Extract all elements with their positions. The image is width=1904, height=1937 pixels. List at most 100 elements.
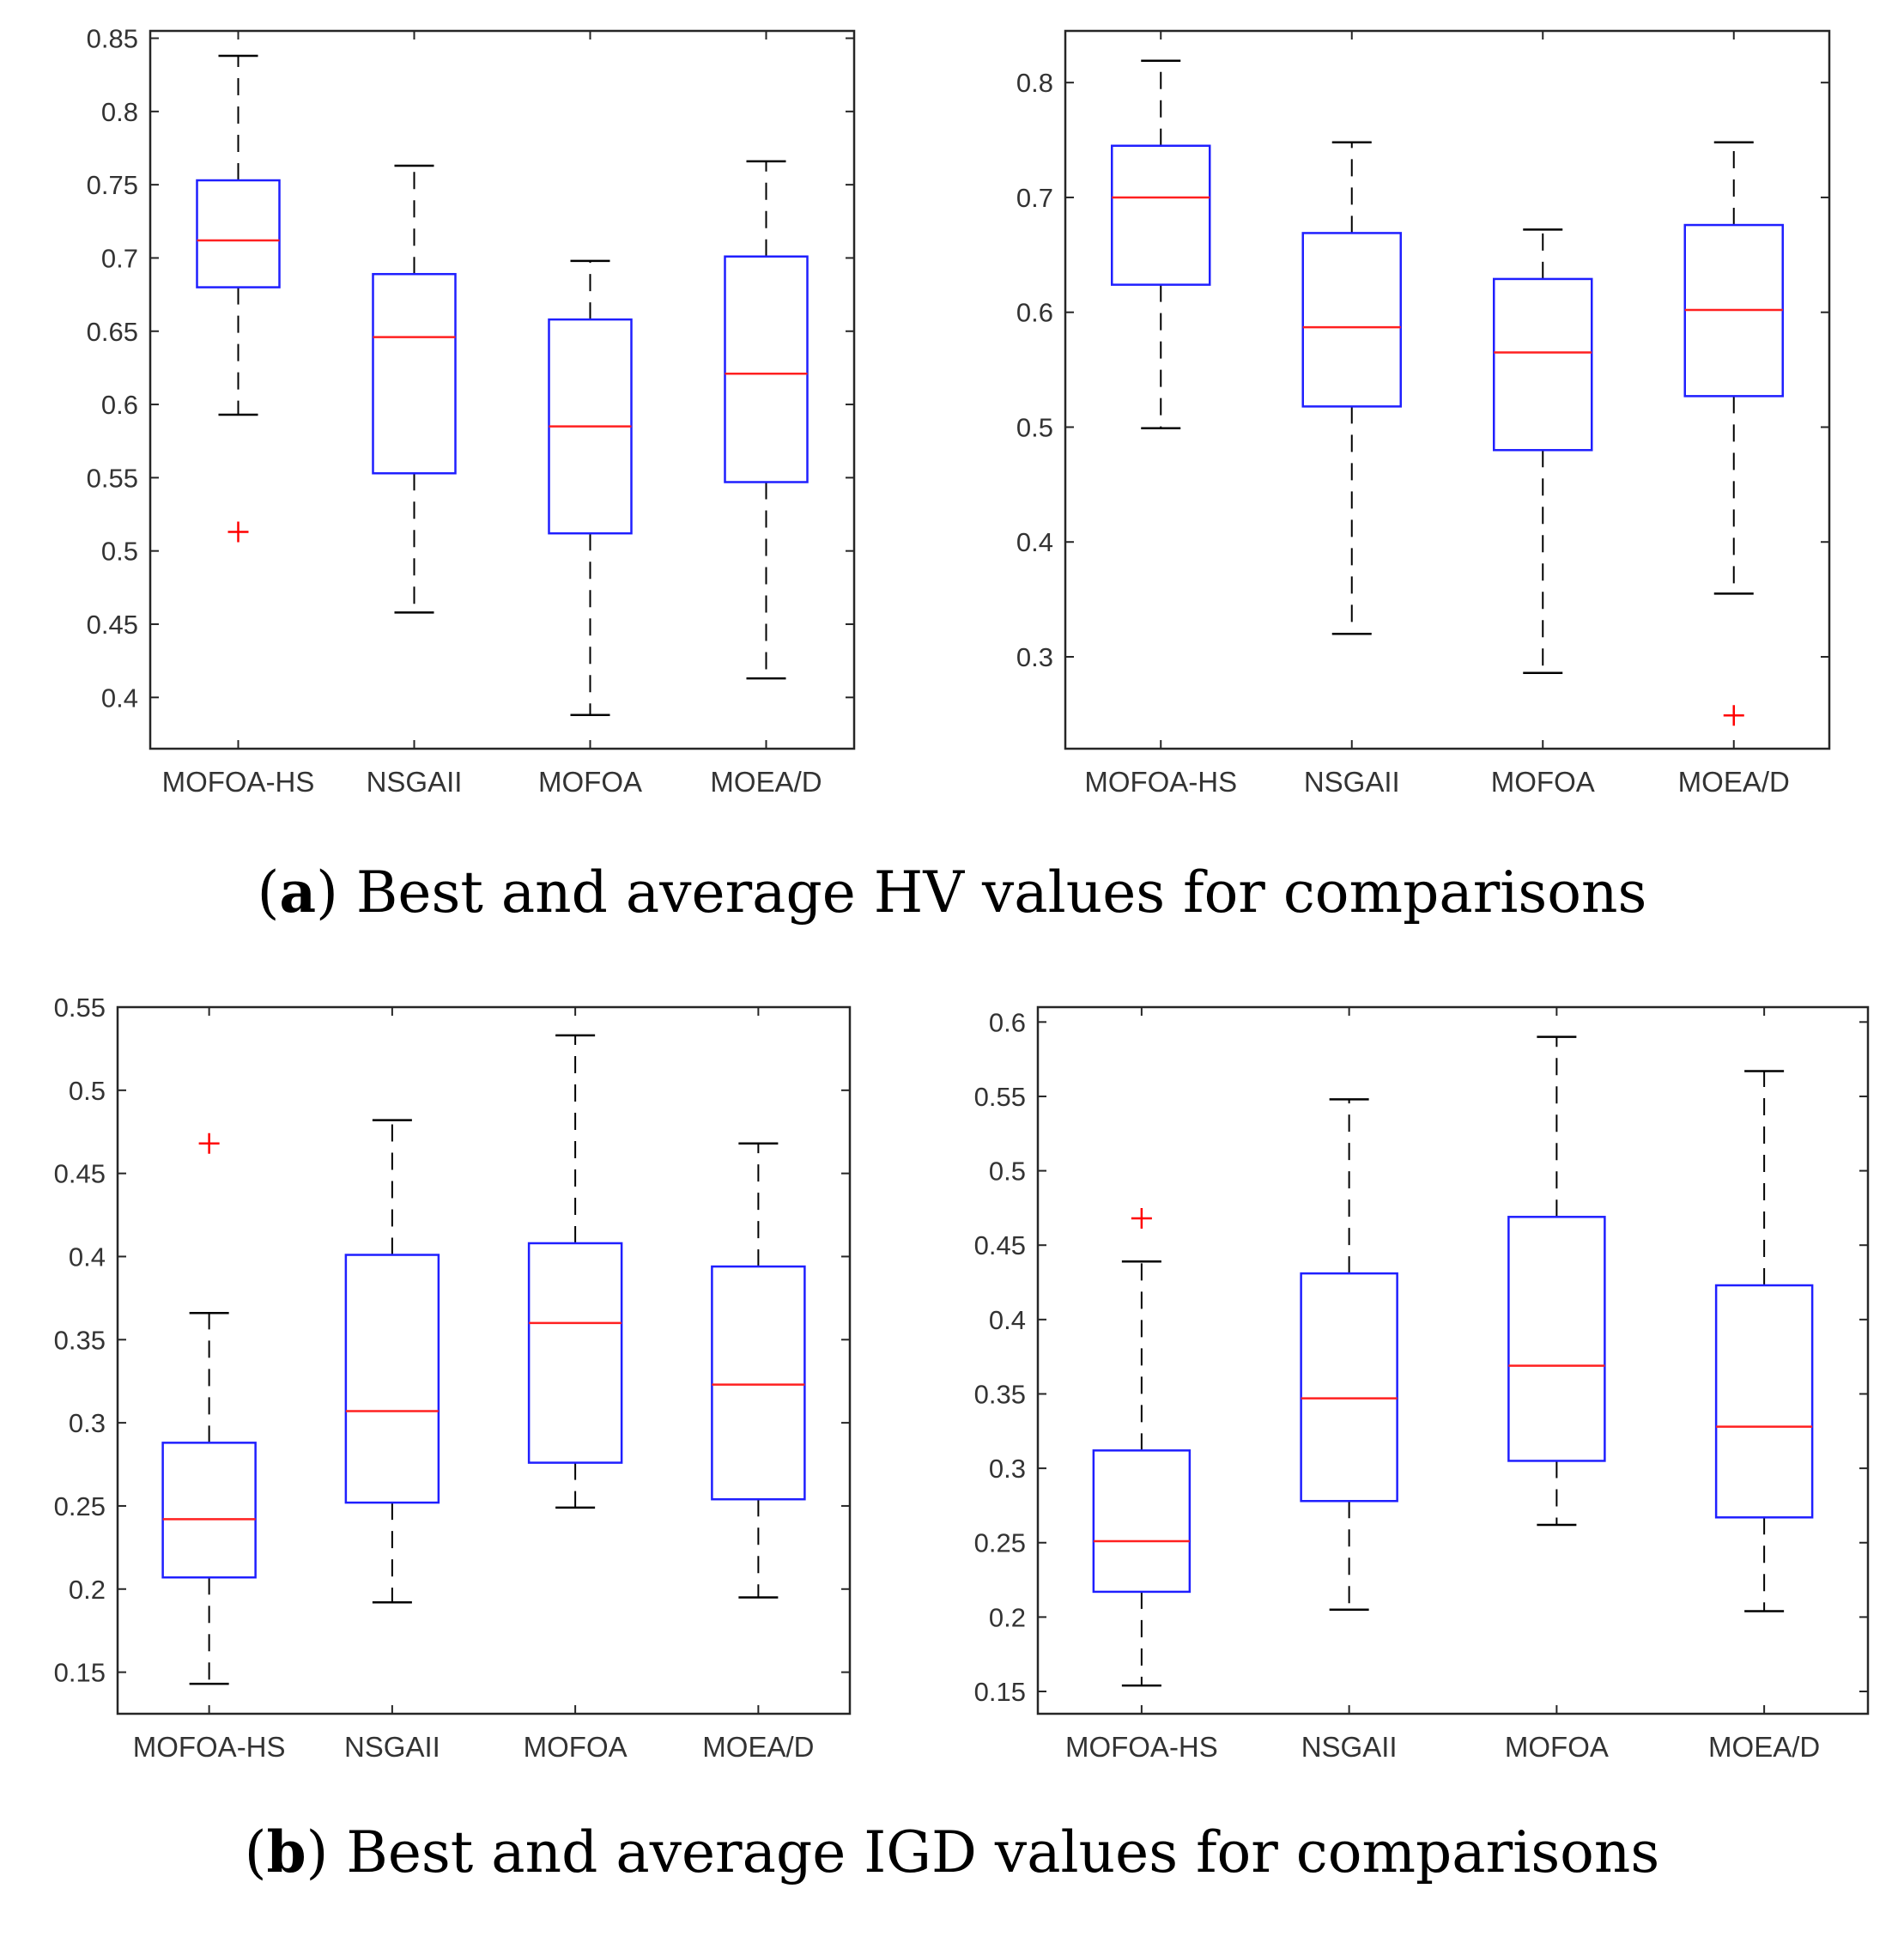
- box-nsgaii: [1300, 1098, 1398, 1611]
- iqr-box: [1714, 1284, 1814, 1519]
- chart-hv-best: 0.4 0.45 0.5 0.55 0.6 0.65 0.7 0.75 0.8 0.85 MOFOA…: [87, 24, 856, 798]
- x-tick-label: MOEA/D: [702, 1731, 814, 1763]
- y-tick-label: 0.85: [87, 24, 138, 54]
- y-tick-label: 0.45: [974, 1230, 1026, 1260]
- x-tick-label: MOFOA: [524, 1731, 628, 1763]
- x-tick-label: MOEA/D: [1678, 766, 1790, 798]
- y-tick-label: 0.55: [87, 463, 138, 493]
- y-tick-label: 0.5: [69, 1076, 106, 1106]
- chart-hv-average: 0.3 0.4 0.5 0.6 0.7 0.8 MOFOA-HS NSGAII MOFOA MOE…: [1016, 29, 1831, 798]
- iqr-box: [1111, 144, 1211, 286]
- iqr-box: [724, 255, 809, 483]
- iqr-box: [372, 272, 457, 475]
- y-tick-label: 0.2: [69, 1575, 106, 1605]
- box-mofoa: [548, 259, 633, 717]
- x-tick-label: NSGAII: [367, 766, 463, 798]
- box-mofoa: [1493, 228, 1593, 674]
- y-tick-label: 0.4: [101, 683, 138, 713]
- y-tick-label: 0.75: [87, 170, 138, 200]
- box-mofoa-hs: [1111, 59, 1211, 430]
- box-mofoa: [527, 1034, 623, 1509]
- x-tick-label: NSGAII: [1304, 766, 1400, 798]
- y-tick-label: 0.35: [54, 1325, 106, 1355]
- box-moea-d: [1714, 1070, 1814, 1612]
- plot-frame: [116, 1005, 852, 1715]
- x-tick-label: MOFOA: [1505, 1731, 1609, 1763]
- y-tick-label: 0.7: [1016, 183, 1053, 213]
- x-tick-label: MOEA/D: [1708, 1731, 1820, 1763]
- box-nsgaii: [344, 1119, 440, 1604]
- y-tick-label: 0.25: [974, 1528, 1026, 1558]
- iqr-box: [344, 1254, 440, 1504]
- y-tick-label: 0.5: [1016, 412, 1053, 442]
- y-tick-label: 0.7: [101, 243, 138, 273]
- iqr-box: [1493, 277, 1593, 452]
- box-moea-d: [711, 1142, 806, 1599]
- outlier-marker: [198, 1132, 220, 1154]
- x-tick-label: NSGAII: [1301, 1731, 1398, 1763]
- x-tick-label: MOFOA-HS: [162, 766, 315, 798]
- box-mofoa-hs: [196, 54, 281, 543]
- y-tick-label: 0.15: [974, 1677, 1026, 1707]
- iqr-box: [527, 1242, 623, 1464]
- y-tick-label: 0.4: [69, 1242, 106, 1272]
- y-tick-label: 0.35: [974, 1379, 1026, 1409]
- x-tick-label: MOEA/D: [710, 766, 822, 798]
- iqr-box: [161, 1442, 257, 1579]
- y-tick-label: 0.45: [87, 610, 138, 640]
- y-tick-label: 0.4: [1016, 527, 1053, 557]
- y-tick-label: 0.5: [101, 537, 138, 567]
- y-tick-label: 0.4: [989, 1305, 1026, 1335]
- y-tick-label: 0.6: [101, 390, 138, 420]
- box-moea-d: [1683, 141, 1784, 726]
- chart-igd-best: 0.15 0.2 0.25 0.3 0.35 0.4 0.45 0.5 0.55 MOFOA-HS…: [54, 993, 852, 1763]
- caption-b: (b) Best and average IGD values for comp…: [244, 1819, 1660, 1885]
- iqr-box: [1507, 1216, 1606, 1462]
- y-tick-label: 0.15: [54, 1658, 106, 1688]
- y-tick-label: 0.55: [54, 993, 106, 1023]
- box-nsgaii: [1301, 141, 1402, 635]
- caption-a-letter: a: [279, 859, 317, 926]
- y-tick-label: 0.3: [1016, 642, 1053, 672]
- caption-a: (a) Best and average HV values for compa…: [257, 859, 1647, 926]
- y-tick-label: 0.45: [54, 1159, 106, 1189]
- x-tick-label: MOFOA: [1491, 766, 1595, 798]
- chart-igd-average: 0.15 0.2 0.25 0.3 0.35 0.4 0.45 0.5 0.55 0.6 MOFOA…: [974, 1005, 1870, 1763]
- x-tick-label: MOFOA: [538, 766, 642, 798]
- x-tick-label: MOFOA-HS: [1084, 766, 1237, 798]
- y-tick-label: 0.65: [87, 317, 138, 347]
- y-tick-label: 0.8: [101, 97, 138, 127]
- plot-frame: [1036, 1005, 1870, 1715]
- x-tick-label: MOFOA-HS: [1065, 1731, 1218, 1763]
- iqr-box: [711, 1265, 806, 1501]
- x-tick-label: MOFOA-HS: [133, 1731, 286, 1763]
- iqr-box: [1092, 1449, 1192, 1594]
- y-tick-label: 0.3: [989, 1454, 1026, 1484]
- y-tick-label: 0.6: [1016, 298, 1053, 328]
- outlier-marker: [227, 521, 249, 543]
- box-mofoa-hs: [1092, 1208, 1192, 1687]
- y-tick-label: 0.55: [974, 1082, 1026, 1112]
- iqr-box: [1300, 1272, 1398, 1503]
- y-tick-label: 0.8: [1016, 68, 1053, 98]
- caption-b-text: Best and average IGD values for comparis…: [328, 1819, 1660, 1885]
- plot-frame: [1064, 29, 1831, 750]
- iqr-box: [1301, 232, 1402, 408]
- y-tick-label: 0.5: [989, 1157, 1026, 1187]
- caption-a-text: Best and average HV values for compariso…: [337, 859, 1647, 926]
- outlier-marker: [1723, 705, 1744, 726]
- y-tick-label: 0.25: [54, 1491, 106, 1521]
- y-tick-label: 0.6: [989, 1007, 1026, 1037]
- iqr-box: [196, 179, 281, 288]
- box-moea-d: [724, 160, 809, 680]
- plot-frame: [149, 29, 856, 750]
- y-tick-label: 0.2: [989, 1602, 1026, 1632]
- x-tick-label: NSGAII: [344, 1731, 440, 1763]
- box-mofoa-hs: [161, 1132, 257, 1685]
- caption-b-letter: b: [266, 1819, 306, 1885]
- box-mofoa: [1507, 1035, 1606, 1527]
- y-tick-label: 0.3: [69, 1408, 106, 1438]
- box-nsgaii: [372, 164, 457, 614]
